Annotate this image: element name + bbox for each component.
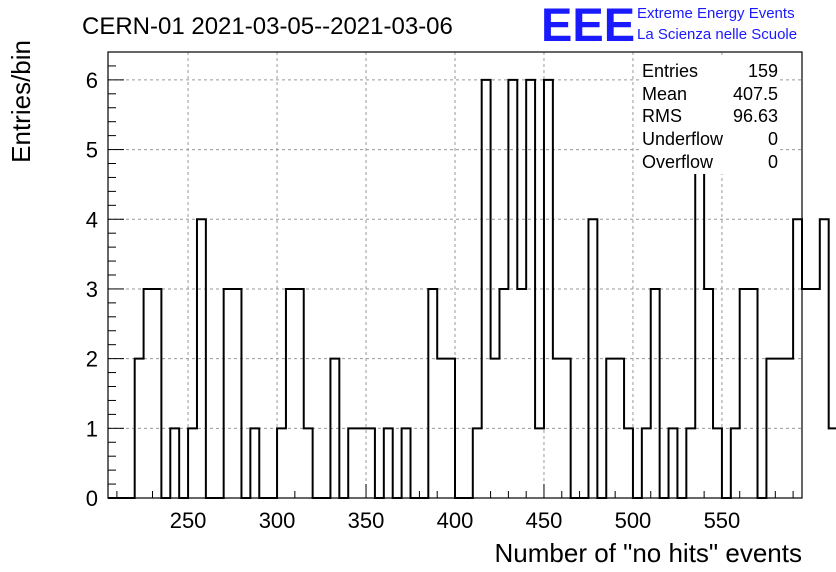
y-tick-label: 0 bbox=[86, 486, 98, 511]
histogram-bin bbox=[170, 428, 179, 498]
histogram-bin bbox=[642, 428, 651, 498]
eee-logo-line2: La Scienza nelle Scuole bbox=[637, 26, 797, 43]
x-tick-label: 550 bbox=[704, 508, 741, 533]
histogram-bin bbox=[704, 289, 713, 498]
stats-value-mean: 407.5 bbox=[733, 84, 778, 104]
stats-label-underflow: Underflow bbox=[642, 129, 724, 149]
histogram-bin bbox=[811, 289, 820, 498]
histogram-bin bbox=[686, 428, 695, 498]
histogram-bin bbox=[695, 150, 704, 498]
axis-tick-labels: 250 300 350 400 450 500 550 0 1 2 3 4 5 6 bbox=[86, 68, 741, 533]
histogram-bin bbox=[152, 289, 161, 498]
stats-value-overflow: 0 bbox=[768, 152, 778, 172]
stats-label-mean: Mean bbox=[642, 84, 687, 104]
histogram-bin bbox=[428, 289, 437, 498]
eee-logo: EEE Extreme Energy Events La Scienza nel… bbox=[541, 0, 797, 51]
histogram-bin bbox=[402, 428, 411, 498]
histogram-bin bbox=[144, 289, 153, 498]
histogram-bin bbox=[233, 289, 242, 498]
stats-box-background bbox=[640, 56, 780, 174]
histogram-bin bbox=[829, 428, 836, 498]
x-tick-label: 500 bbox=[615, 508, 652, 533]
y-tick-label: 6 bbox=[86, 68, 98, 93]
histogram-bin bbox=[802, 289, 811, 498]
y-tick-label: 2 bbox=[86, 347, 98, 372]
stats-label-rms: RMS bbox=[642, 106, 682, 126]
histogram-bin bbox=[731, 428, 740, 498]
histogram-bin bbox=[295, 289, 304, 498]
stats-value-underflow: 0 bbox=[768, 129, 778, 149]
y-tick-label: 1 bbox=[86, 416, 98, 441]
stats-label-overflow: Overflow bbox=[642, 152, 714, 172]
x-tick-label: 400 bbox=[437, 508, 474, 533]
y-tick-label: 5 bbox=[86, 138, 98, 163]
y-tick-label: 4 bbox=[86, 207, 98, 232]
histogram-bin bbox=[188, 428, 197, 498]
y-axis-label: Entries/bin bbox=[6, 40, 36, 163]
histogram-bin bbox=[624, 428, 633, 498]
histogram-bin bbox=[713, 428, 722, 498]
histogram-bin bbox=[535, 428, 544, 498]
stats-value-rms: 96.63 bbox=[733, 106, 778, 126]
eee-logo-mark: EEE bbox=[541, 0, 635, 51]
x-tick-label: 250 bbox=[170, 508, 207, 533]
x-tick-label: 300 bbox=[259, 508, 296, 533]
stats-label-entries: Entries bbox=[642, 61, 698, 81]
x-tick-label: 450 bbox=[526, 508, 563, 533]
histogram-bin bbox=[740, 289, 749, 498]
histogram-bin bbox=[304, 428, 313, 498]
stats-box: Entries 159 Mean 407.5 RMS 96.63 Underfl… bbox=[640, 56, 780, 174]
eee-logo-line1: Extreme Energy Events bbox=[637, 5, 795, 22]
histogram-bin bbox=[286, 289, 295, 498]
histogram-bin bbox=[820, 219, 829, 498]
histogram-bin bbox=[348, 428, 357, 498]
histogram-bin bbox=[384, 428, 393, 498]
histogram-bin bbox=[499, 289, 508, 498]
histogram-bin bbox=[366, 428, 375, 498]
stats-value-entries: 159 bbox=[748, 61, 778, 81]
x-axis-label: Number of "no hits" events bbox=[495, 538, 803, 568]
histogram-bin bbox=[669, 428, 678, 498]
histogram-bin bbox=[651, 289, 660, 498]
y-tick-label: 3 bbox=[86, 277, 98, 302]
histogram-bin bbox=[749, 289, 758, 498]
chart-title: CERN-01 2021-03-05--2021-03-06 bbox=[82, 13, 453, 40]
histogram-bin bbox=[473, 428, 482, 498]
axis-ticks bbox=[108, 65, 794, 499]
x-tick-label: 350 bbox=[348, 508, 385, 533]
histogram-bin bbox=[224, 289, 233, 498]
histogram-bin bbox=[517, 289, 526, 498]
histogram-bin bbox=[277, 428, 286, 498]
histogram-bin bbox=[250, 428, 259, 498]
histogram-bin bbox=[357, 428, 366, 498]
